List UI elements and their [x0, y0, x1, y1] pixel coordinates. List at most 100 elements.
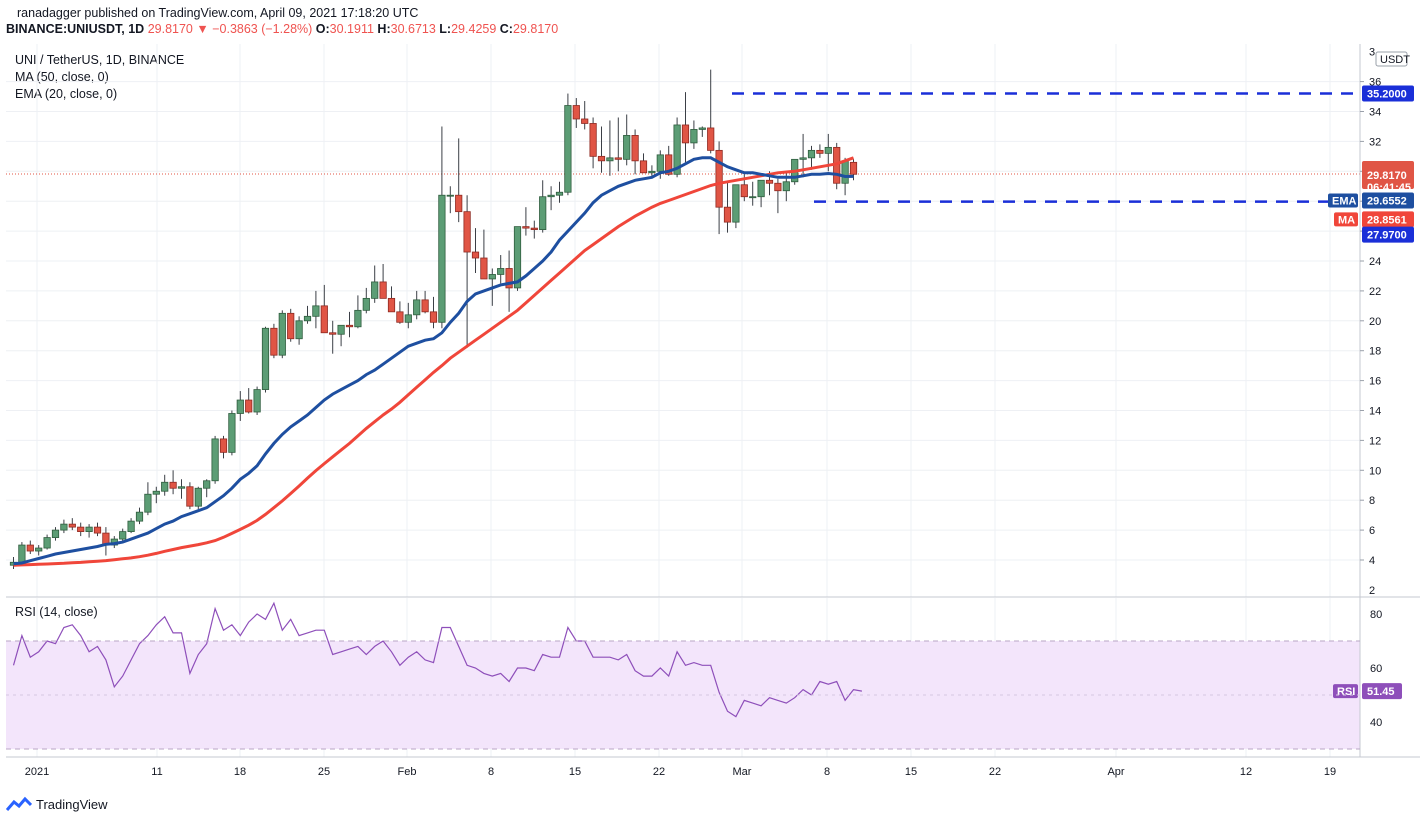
symbol-ohlc-line: BINANCE:UNIUSDT, 1D 29.8170 ▼ −0.3863 (−… [6, 22, 558, 36]
candle-body [715, 149, 723, 208]
candle-body [68, 523, 76, 528]
candle-body [161, 481, 169, 492]
candle-body [253, 389, 261, 413]
candle-body [152, 490, 160, 495]
ma-name-text: MA [1338, 214, 1355, 226]
ma-value-tag [1362, 211, 1414, 228]
candle-body [379, 281, 387, 299]
candle-body [43, 537, 51, 549]
candle-body [648, 170, 656, 174]
candle-body [707, 127, 715, 151]
rsi-value-tag [1362, 683, 1402, 700]
candle-body [60, 523, 68, 531]
footer-brand-label: TradingView [36, 796, 108, 812]
candle-body [572, 105, 580, 120]
x-tick-label: 8 [824, 766, 830, 778]
resistance-text: 35.2000 [1367, 89, 1407, 101]
pair-legend[interactable]: UNI / TetherUS, 1D, BINANCE [15, 53, 185, 67]
usdt-badge [1375, 51, 1408, 67]
y-tick-label: 20 [1369, 316, 1381, 328]
y-tick-label: 34 [1369, 107, 1381, 119]
candle-body [320, 305, 328, 334]
candle-body [219, 438, 228, 453]
open-label: O: [315, 22, 330, 36]
candle-body [816, 149, 824, 154]
candle-body [799, 157, 807, 160]
support-text: 27.9700 [1367, 230, 1407, 242]
x-tick-label: 12 [1240, 766, 1252, 778]
candle-body [387, 297, 396, 313]
candle-body [547, 194, 555, 198]
candle-body [807, 149, 816, 159]
symbol-label: BINANCE:UNIUSDT, 1D [6, 22, 145, 36]
candle-body [522, 226, 530, 229]
x-tick-label: Apr [1107, 766, 1124, 778]
y-tick-label: 16 [1369, 376, 1381, 388]
candle-body [35, 547, 43, 552]
ema-legend[interactable]: EMA (20, close, 0) [15, 87, 118, 101]
usdt-label: USDT [1380, 54, 1410, 66]
x-tick-label: 25 [318, 766, 330, 778]
candle-body [245, 399, 253, 413]
candle-body [261, 327, 270, 390]
x-tick-label: 2021 [25, 766, 49, 778]
candle-body [757, 179, 765, 198]
high-label: H: [377, 22, 391, 36]
candle-body [623, 135, 631, 160]
rsi-tick-label: 60 [1370, 663, 1382, 675]
footer-brand[interactable]: TradingView [6, 796, 108, 812]
candle-body [639, 160, 648, 174]
y-tick-label: 24 [1369, 256, 1381, 268]
candle-body [119, 531, 127, 540]
candle-body [698, 127, 706, 130]
candle-body [345, 324, 354, 328]
rsi-name-text: RSI [1337, 686, 1355, 698]
candle-body [606, 157, 614, 162]
ma-value-text: 28.8561 [1367, 214, 1407, 226]
candle-body [438, 194, 446, 323]
x-tick-label: 22 [653, 766, 665, 778]
ema-name-tag [1328, 193, 1358, 208]
candle-body [329, 332, 337, 335]
candle-body [782, 181, 790, 192]
candle-body [455, 194, 463, 213]
candle-body [740, 184, 748, 198]
rsi-legend[interactable]: RSI (14, close) [15, 605, 98, 619]
axes: 4681012141618202224262830323436324060802… [6, 44, 1420, 778]
x-tick-label: 15 [905, 766, 917, 778]
last-price-value: 29.8170 [147, 22, 193, 36]
x-tick-label: Mar [733, 766, 752, 778]
candle-body [429, 311, 438, 323]
low-label: L: [439, 22, 452, 36]
candle-body [278, 312, 286, 356]
candle-body [144, 493, 152, 513]
candle-body [211, 438, 219, 482]
x-tick-label: 22 [989, 766, 1001, 778]
candle-body [228, 413, 236, 453]
publish-line: ranadagger published on TradingView.com,… [17, 6, 419, 20]
ema20-line [13, 156, 854, 566]
candle-body [93, 526, 102, 534]
candle-body [203, 480, 211, 489]
candle-body [555, 191, 564, 196]
y-tick-label: 3 [1369, 47, 1375, 59]
x-tick-label: 11 [151, 766, 162, 778]
candle-body [488, 274, 496, 280]
candle-body [26, 544, 34, 552]
candle-body [446, 194, 454, 197]
close-label: C: [499, 22, 513, 36]
candle-body [404, 314, 412, 323]
last-price-tag [1362, 161, 1414, 190]
x-tick-label: 19 [1324, 766, 1336, 778]
candle-body [371, 281, 379, 299]
x-tick-label: Feb [398, 766, 417, 778]
ma-legend[interactable]: MA (50, close, 0) [15, 70, 109, 84]
candle-body [303, 315, 312, 322]
horizontal-levels [6, 92, 1360, 203]
ma50-line [13, 156, 855, 567]
x-tick-label: 18 [234, 766, 246, 778]
candle-body [749, 196, 757, 199]
y-tick-label: 32 [1369, 136, 1381, 148]
